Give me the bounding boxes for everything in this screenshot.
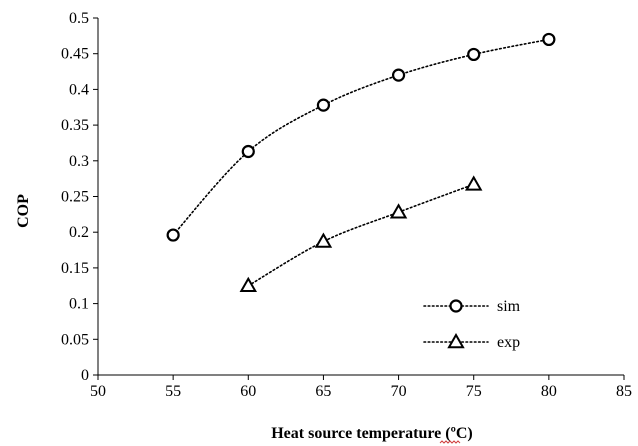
- data-point-sim: [316, 98, 331, 112]
- data-point-exp: [239, 276, 258, 292]
- legend-marker-sim: [449, 299, 463, 313]
- data-point-exp: [464, 175, 483, 191]
- series-exp: [239, 175, 483, 292]
- y-tick-label: 0.5: [69, 10, 89, 27]
- y-axis-title: COP: [15, 194, 32, 228]
- y-tick-label: 0.05: [61, 331, 89, 348]
- data-point-sim: [391, 68, 406, 82]
- y-tick-label: 0.2: [69, 224, 89, 241]
- x-axis-title: Heat source temperature (ºC): [271, 425, 473, 442]
- legend: sim exp: [423, 298, 521, 351]
- y-tick-label: 0.15: [61, 260, 89, 277]
- data-point-sim: [542, 32, 556, 47]
- y-tick-label: 0.25: [61, 189, 89, 206]
- series-line-exp: [247, 183, 475, 287]
- x-axis-ticks: 50 55 60 65 70 75 80 85: [90, 375, 632, 400]
- series-group: [166, 32, 556, 292]
- y-tick-label: 0.45: [61, 46, 89, 63]
- data-point-exp: [314, 232, 333, 248]
- legend-marker-exp: [447, 332, 465, 349]
- y-axis-ticks: 0 0.05 0.1 0.15 0.2 0.25 0.3 0.35 0.4 0.45 0.5: [61, 10, 98, 384]
- x-tick-label: 75: [466, 383, 482, 400]
- y-tick-label: 0.3: [69, 153, 89, 170]
- x-tick-label: 55: [165, 383, 181, 400]
- y-tick-label: 0: [81, 367, 89, 384]
- x-tick-label: 60: [240, 383, 256, 400]
- plot-area: 50 55 60 65 70 75 80 85 00.050.10.150.20.250.30…: [61, 10, 632, 400]
- series-line-sim: [172, 38, 550, 236]
- data-point-exp: [389, 203, 408, 219]
- legend-label-exp: exp: [497, 334, 520, 351]
- x-tick-label: 50: [90, 383, 106, 400]
- data-point-sim: [467, 47, 481, 62]
- legend-item-exp: exp: [423, 332, 520, 351]
- x-tick-label: 70: [391, 383, 407, 400]
- data-point-sim: [241, 144, 255, 159]
- legend-item-sim: sim: [423, 298, 521, 315]
- series-sim: [166, 32, 556, 242]
- legend-label-sim: sim: [497, 298, 521, 315]
- spellcheck-underline: [439, 440, 461, 444]
- data-point-sim: [166, 228, 180, 242]
- y-tick-label: 0.35: [61, 117, 89, 134]
- x-tick-label: 85: [616, 383, 632, 400]
- x-tick-label: 80: [541, 383, 557, 400]
- x-tick-label: 65: [315, 383, 331, 400]
- y-tick-label: 0.1: [69, 296, 89, 313]
- y-tick-label: 0.4: [69, 81, 89, 98]
